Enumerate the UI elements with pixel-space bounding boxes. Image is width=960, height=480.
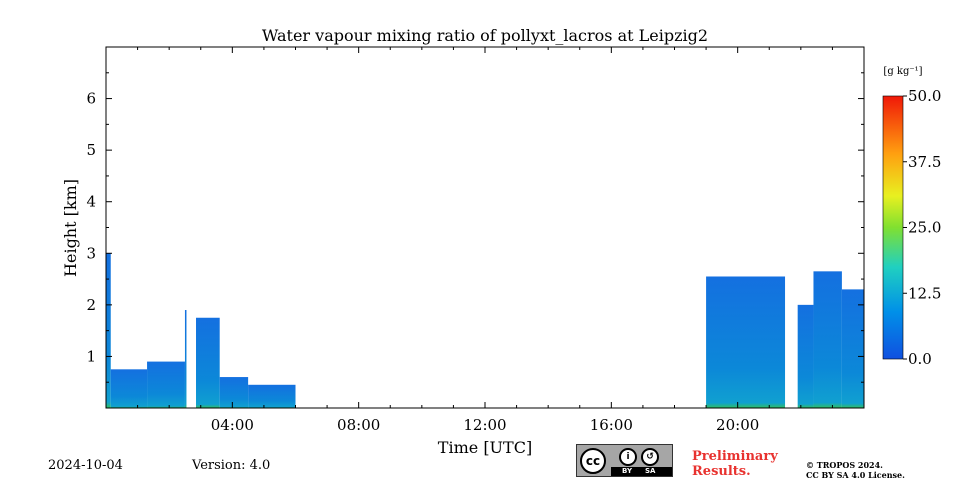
chart-title: Water vapour mixing ratio of pollyxt_lac… — [262, 26, 708, 45]
data-segment-9 — [813, 271, 842, 408]
data-segment-3 — [184, 310, 187, 408]
cc-icon: cc — [580, 448, 606, 474]
y-axis-label: Height [km] — [61, 179, 80, 277]
y-tick-label: 6 — [86, 90, 96, 108]
y-tick-label: 2 — [86, 296, 96, 314]
by-icon: i — [619, 448, 637, 466]
y-tick-label: 1 — [86, 347, 96, 365]
cc-strip: BY SA — [611, 467, 672, 476]
y-axis: 1 2 3 4 5 6 — [86, 46, 864, 409]
sa-icon: ↺ — [641, 448, 659, 466]
preliminary-line-2: Results. — [692, 464, 751, 479]
data-segment-8 — [797, 304, 814, 408]
x-tick-label: 12:00 — [463, 416, 506, 434]
x-tick-label: 04:00 — [211, 416, 254, 434]
colorbar-unit: [g kg⁻¹] — [883, 66, 922, 77]
colorbar-tick-label: 37.5 — [908, 153, 941, 171]
copyright-line-1: © TROPOS 2024. — [806, 460, 883, 470]
data-segment-7 — [706, 276, 786, 408]
y-tick-label: 4 — [86, 193, 96, 211]
cc-license-badge: cc i ↺ BY SA — [576, 444, 673, 477]
colorbar — [882, 95, 904, 360]
data-segment-6 — [248, 384, 296, 408]
footer-date: 2024-10-04 — [48, 458, 123, 473]
plot-data — [106, 253, 864, 408]
x-axis-label: Time [UTC] — [438, 438, 532, 457]
copyright-line-2: CC BY SA 4.0 License. — [806, 470, 905, 480]
copyright-note: © TROPOS 2024. CC BY SA 4.0 License. — [806, 460, 905, 480]
data-segment-2 — [147, 361, 185, 408]
colorbar-tick-label: 12.5 — [908, 284, 941, 302]
x-axis: 04:00 08:00 12:00 16:00 20:00 — [105, 47, 865, 434]
y-tick-label: 3 — [86, 244, 96, 262]
colorbar-ticks: 0.0 12.5 25.0 37.5 50.0 — [903, 87, 941, 368]
colorbar-tick-label: 50.0 — [908, 87, 941, 105]
cc-strip-by: BY — [622, 467, 633, 475]
footer-version: Version: 4.0 — [192, 458, 271, 473]
preliminary-note: Preliminary Results. — [692, 449, 778, 479]
colorbar-tick-label: 0.0 — [908, 350, 932, 368]
y-tick-label: 5 — [86, 141, 96, 159]
cc-strip-sa: SA — [645, 467, 656, 475]
data-segment-4 — [196, 317, 220, 408]
colorbar-tick-label: 25.0 — [908, 219, 941, 237]
preliminary-line-1: Preliminary — [692, 449, 778, 464]
x-tick-label: 16:00 — [590, 416, 633, 434]
x-tick-label: 20:00 — [716, 416, 759, 434]
x-tick-label: 08:00 — [337, 416, 380, 434]
data-segment-10 — [841, 289, 864, 408]
data-segment-1 — [110, 369, 148, 408]
data-segment-5 — [219, 377, 249, 408]
